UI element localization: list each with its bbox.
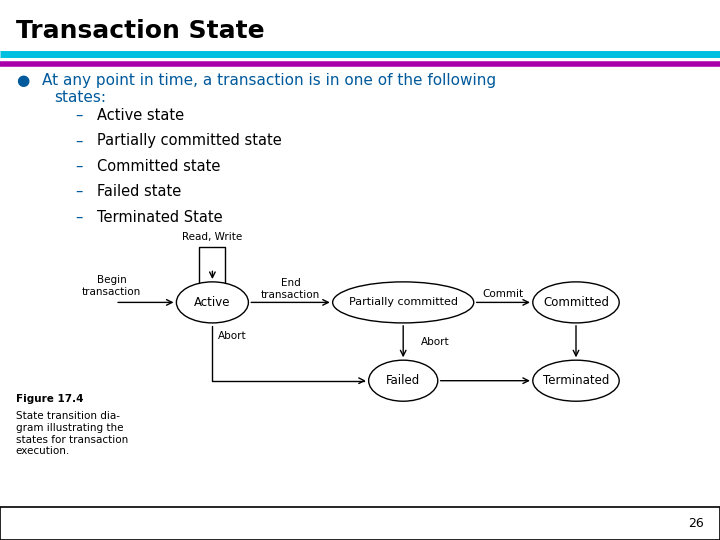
Text: Read, Write: Read, Write [182, 232, 243, 242]
Text: Abort: Abort [218, 331, 247, 341]
Text: Figure 17.4: Figure 17.4 [16, 394, 84, 404]
Text: –: – [76, 159, 83, 174]
Text: Abort: Abort [421, 336, 450, 347]
Text: states:: states: [54, 90, 106, 105]
Text: –: – [76, 184, 83, 199]
Text: End
transaction: End transaction [261, 278, 320, 300]
Text: –: – [76, 210, 83, 225]
Bar [0, 507, 720, 540]
Text: Terminated State: Terminated State [97, 210, 222, 225]
Text: 26: 26 [688, 517, 704, 530]
Text: Failed: Failed [386, 374, 420, 387]
Text: Committed: Committed [543, 296, 609, 309]
Text: Partially committed state: Partially committed state [97, 133, 282, 148]
Text: Failed state: Failed state [97, 184, 181, 199]
Text: Terminated: Terminated [543, 374, 609, 387]
Text: State transition dia-
gram illustrating the
states for transaction
execution.: State transition dia- gram illustrating … [16, 411, 128, 456]
Text: Begin
transaction: Begin transaction [82, 275, 141, 297]
Text: –: – [76, 108, 83, 123]
Text: Transaction State: Transaction State [16, 19, 264, 43]
Text: Committed state: Committed state [97, 159, 220, 174]
Text: Partially committed: Partially committed [348, 298, 458, 307]
Text: Commit: Commit [482, 289, 524, 299]
Text: ●: ● [16, 73, 29, 88]
Text: Active state: Active state [97, 108, 184, 123]
Text: –: – [76, 133, 83, 148]
Text: Active: Active [194, 296, 230, 309]
Text: At any point in time, a transaction is in one of the following: At any point in time, a transaction is i… [42, 73, 496, 88]
